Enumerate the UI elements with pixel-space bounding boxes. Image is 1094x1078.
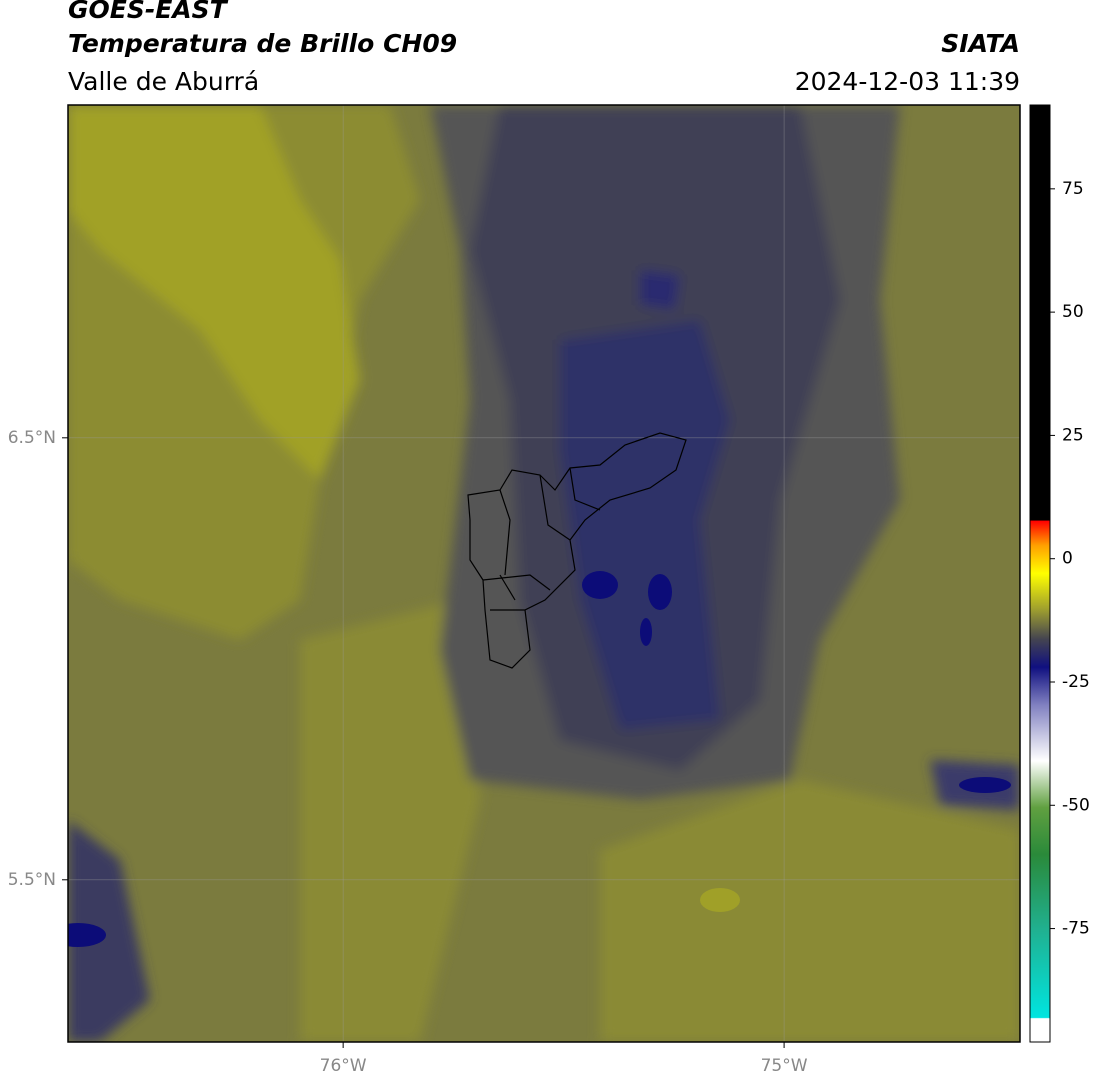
x-tick-label: 75°W [761,1056,808,1076]
colorbar [1029,104,1051,1043]
colorbar-tick-label: -25 [1062,672,1090,692]
datetime: 2024-12-03 11:39 [795,67,1020,96]
colorbar-tick-label: 50 [1062,302,1084,322]
colorbar-tick-label: 0 [1062,549,1073,569]
title: Temperatura de Brillo CH09 [68,29,457,58]
map-frame [67,104,1021,1043]
colorbar-tick-label: 25 [1062,425,1084,445]
region: Valle de Aburrá [68,67,259,96]
satellite: GOES-EAST [68,0,229,24]
colorbar-tick-label: 75 [1062,179,1084,199]
colorbar-tick-label: -75 [1062,919,1090,939]
grid [68,105,1020,1042]
y-tick-label: 5.5°N [8,870,56,890]
colorbar-tick-label: -50 [1062,795,1090,815]
satellite-field [68,105,1020,1042]
agency: SIATA [941,29,1020,58]
y-tick-label: 6.5°N [8,428,56,448]
x-tick-label: 76°W [320,1056,367,1076]
municipal-boundaries [467,432,687,669]
